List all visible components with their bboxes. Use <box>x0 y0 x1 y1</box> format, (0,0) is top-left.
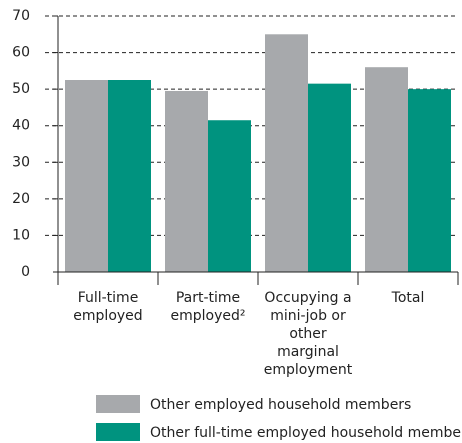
bar <box>208 120 251 272</box>
y-tick-label: 30 <box>12 154 30 170</box>
bar <box>108 80 151 272</box>
x-tick-label: Full-time employed <box>73 290 143 324</box>
y-tick-label: 40 <box>12 118 30 134</box>
bar <box>365 67 408 272</box>
x-tick-label: Part-time employed² <box>170 290 246 324</box>
x-tick-label: Occupying a mini-job or other marginal e… <box>263 290 353 378</box>
y-tick-label: 10 <box>12 227 30 243</box>
bar <box>65 80 108 272</box>
y-tick-label: 70 <box>12 8 30 24</box>
legend-swatch <box>96 423 140 441</box>
bar <box>308 83 351 273</box>
bar <box>165 90 208 272</box>
legend-label: Other full-time employed household membe… <box>150 425 462 441</box>
bar <box>408 89 451 273</box>
legend-label: Other employed household members <box>150 397 411 413</box>
legend-swatch <box>96 395 140 413</box>
x-tick-label: Total <box>391 290 425 306</box>
bar <box>265 34 308 273</box>
y-tick-label: 0 <box>21 264 30 280</box>
y-tick-label: 20 <box>12 191 30 207</box>
y-tick-label: 50 <box>12 81 30 97</box>
y-tick-label: 60 <box>12 45 30 61</box>
